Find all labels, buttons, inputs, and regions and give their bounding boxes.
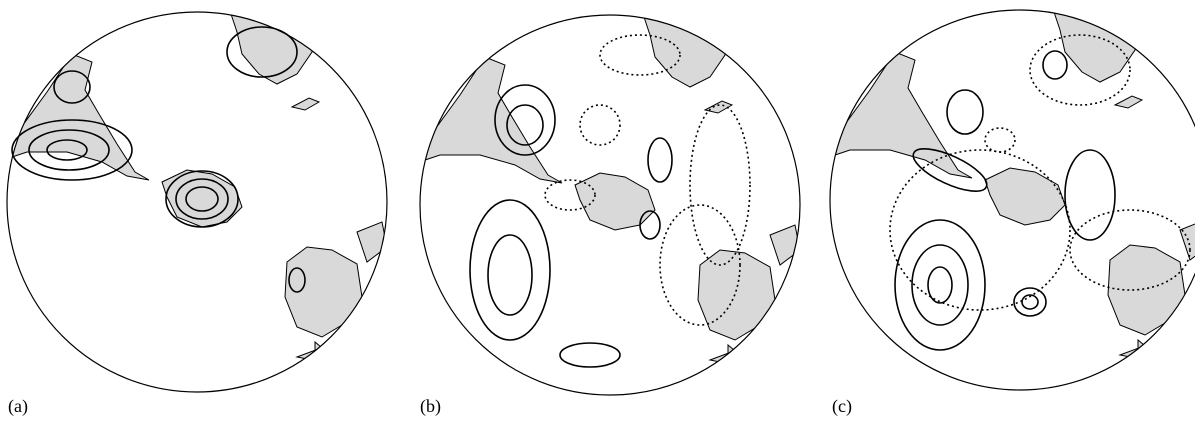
panel-label: (c) bbox=[832, 396, 852, 417]
panel-a-map bbox=[0, 2, 387, 392]
panel-label: (a) bbox=[8, 396, 28, 417]
panel-label: (b) bbox=[420, 396, 441, 417]
figure: (a) (b) (c) bbox=[0, 0, 1195, 422]
panel-b-map bbox=[410, 5, 800, 395]
panel-c-map bbox=[820, 0, 1195, 390]
